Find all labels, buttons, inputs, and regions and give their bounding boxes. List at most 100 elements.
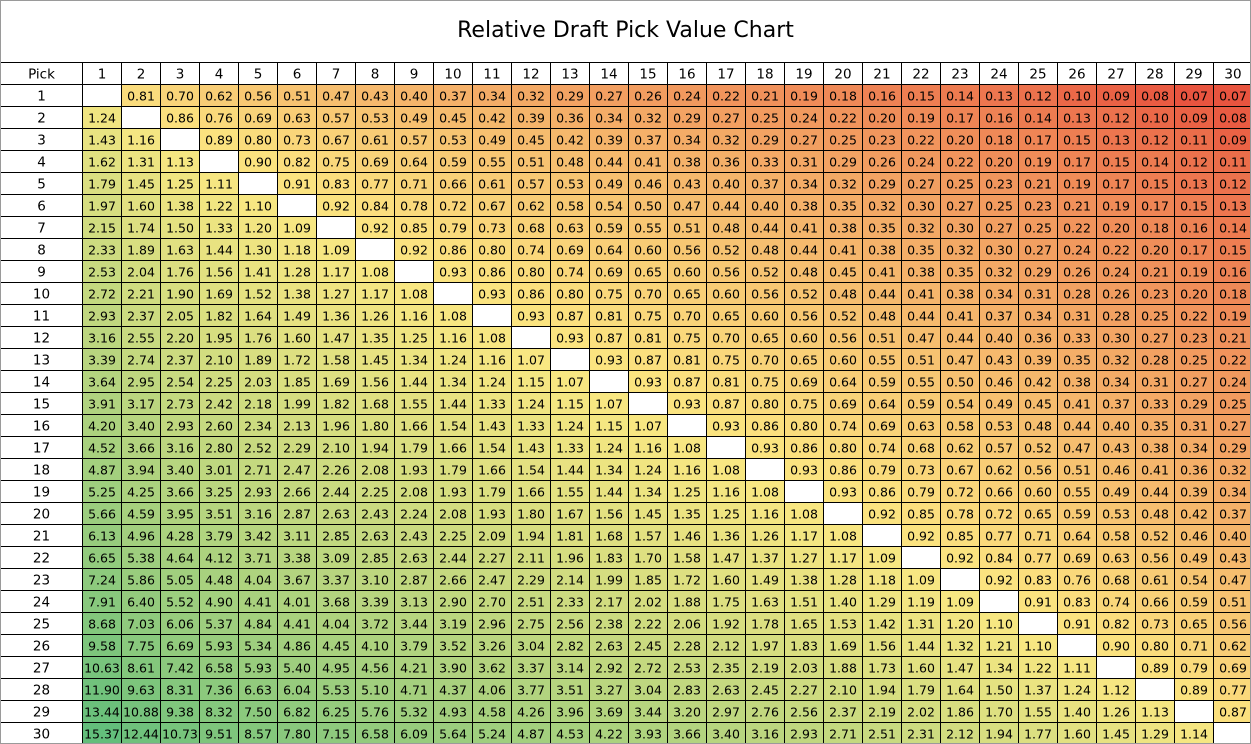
column-header-label: 29 [1185, 67, 1202, 83]
value-label: 1.16 [400, 309, 428, 324]
row-header-label: 24 [33, 595, 50, 611]
blank-diagonal-cell [160, 128, 200, 151]
value-label: 0.59 [439, 155, 467, 170]
value-label: 0.22 [946, 155, 974, 170]
value-label: 1.40 [1063, 705, 1091, 720]
value-label: 0.53 [985, 419, 1013, 434]
value-label: 1.25 [166, 177, 194, 192]
value-label: 0.48 [1141, 507, 1169, 522]
value-label: 0.38 [1063, 375, 1091, 390]
value-label: 0.40 [985, 331, 1013, 346]
value-label: 0.74 [868, 441, 896, 456]
value-label: 1.17 [790, 529, 818, 544]
column-header-label: 25 [1029, 67, 1046, 83]
value-label: 0.28 [1141, 353, 1169, 368]
value-label: 0.64 [829, 375, 857, 390]
column-header-label: 6 [293, 67, 302, 83]
value-label: 0.73 [478, 221, 506, 236]
value-label: 1.70 [985, 705, 1013, 720]
value-label: 0.44 [751, 221, 779, 236]
row-header-label: 30 [33, 727, 50, 743]
value-label: 0.35 [1063, 353, 1091, 368]
value-label: 10.63 [84, 661, 120, 676]
value-label: 0.43 [361, 89, 389, 104]
value-label: 1.54 [439, 419, 467, 434]
value-label: 0.93 [829, 485, 857, 500]
blank-diagonal-cell [121, 106, 161, 129]
value-label: 0.61 [1141, 573, 1169, 588]
value-label: 0.55 [478, 155, 506, 170]
value-label: 1.25 [673, 485, 701, 500]
row-header-label: 15 [33, 397, 50, 413]
value-label: 1.08 [439, 309, 467, 324]
value-label: 0.85 [946, 529, 974, 544]
blank-diagonal-cell [589, 370, 629, 393]
value-label: 0.17 [946, 111, 974, 126]
row-header-label: 7 [37, 221, 46, 237]
value-label: 10.88 [123, 705, 159, 720]
value-label: 0.60 [712, 287, 740, 302]
value-label: 0.62 [1219, 639, 1247, 654]
value-label: 1.18 [283, 243, 311, 258]
value-label: 2.66 [283, 485, 311, 500]
value-label: 0.27 [946, 199, 974, 214]
value-label: 2.27 [478, 551, 506, 566]
value-label: 4.87 [88, 463, 116, 478]
value-label: 3.11 [283, 529, 311, 544]
value-label: 0.41 [1141, 463, 1169, 478]
value-label: 0.80 [244, 133, 272, 148]
value-label: 4.95 [322, 661, 350, 676]
value-label: 0.56 [829, 331, 857, 346]
value-label: 4.48 [205, 573, 233, 588]
row-header-label: 9 [37, 265, 46, 281]
value-label: 1.10 [244, 199, 272, 214]
row-header-label: 5 [37, 177, 46, 193]
value-label: 5.37 [205, 617, 233, 632]
value-label: 4.41 [283, 617, 311, 632]
value-label: 2.05 [166, 309, 194, 324]
value-label: 1.16 [439, 331, 467, 346]
row-header-label: 19 [33, 485, 50, 501]
value-label: 2.72 [634, 661, 662, 676]
value-label: 2.56 [556, 617, 584, 632]
value-label: 3.39 [361, 595, 389, 610]
value-label: 0.49 [985, 397, 1013, 412]
value-label: 0.15 [1063, 133, 1091, 148]
value-label: 0.31 [1063, 309, 1091, 324]
value-label: 0.32 [712, 133, 740, 148]
value-label: 0.37 [1102, 397, 1130, 412]
value-label: 0.79 [868, 463, 896, 478]
value-label: 0.85 [400, 221, 428, 236]
value-label: 2.03 [790, 661, 818, 676]
value-label: 3.37 [322, 573, 350, 588]
value-label: 0.75 [712, 353, 740, 368]
blank-diagonal-cell [1057, 634, 1097, 657]
value-label: 0.69 [556, 243, 584, 258]
value-label: 4.25 [127, 485, 155, 500]
value-label: 0.09 [1102, 89, 1130, 104]
value-label: 0.29 [868, 177, 896, 192]
value-label: 2.21 [127, 287, 155, 302]
column-header-label: 22 [912, 67, 929, 83]
value-label: 1.96 [556, 551, 584, 566]
value-label: 3.44 [400, 617, 428, 632]
value-label: 0.27 [595, 89, 623, 104]
value-label: 1.13 [166, 155, 194, 170]
value-label: 1.63 [166, 243, 194, 258]
value-label: 5.38 [127, 551, 155, 566]
value-label: 0.19 [1024, 155, 1052, 170]
value-label: 4.04 [322, 617, 350, 632]
value-label: 6.25 [322, 705, 350, 720]
value-label: 0.86 [829, 463, 857, 478]
value-label: 9.38 [166, 705, 194, 720]
value-label: 0.76 [205, 111, 233, 126]
blank-diagonal-cell [628, 392, 668, 415]
value-label: 0.20 [946, 133, 974, 148]
value-label: 3.40 [166, 463, 194, 478]
value-label: 0.15 [1102, 155, 1130, 170]
value-label: 0.65 [634, 265, 662, 280]
value-label: 2.70 [478, 595, 506, 610]
value-label: 0.14 [1024, 111, 1052, 126]
value-label: 2.93 [88, 309, 116, 324]
value-label: 0.44 [1141, 485, 1169, 500]
